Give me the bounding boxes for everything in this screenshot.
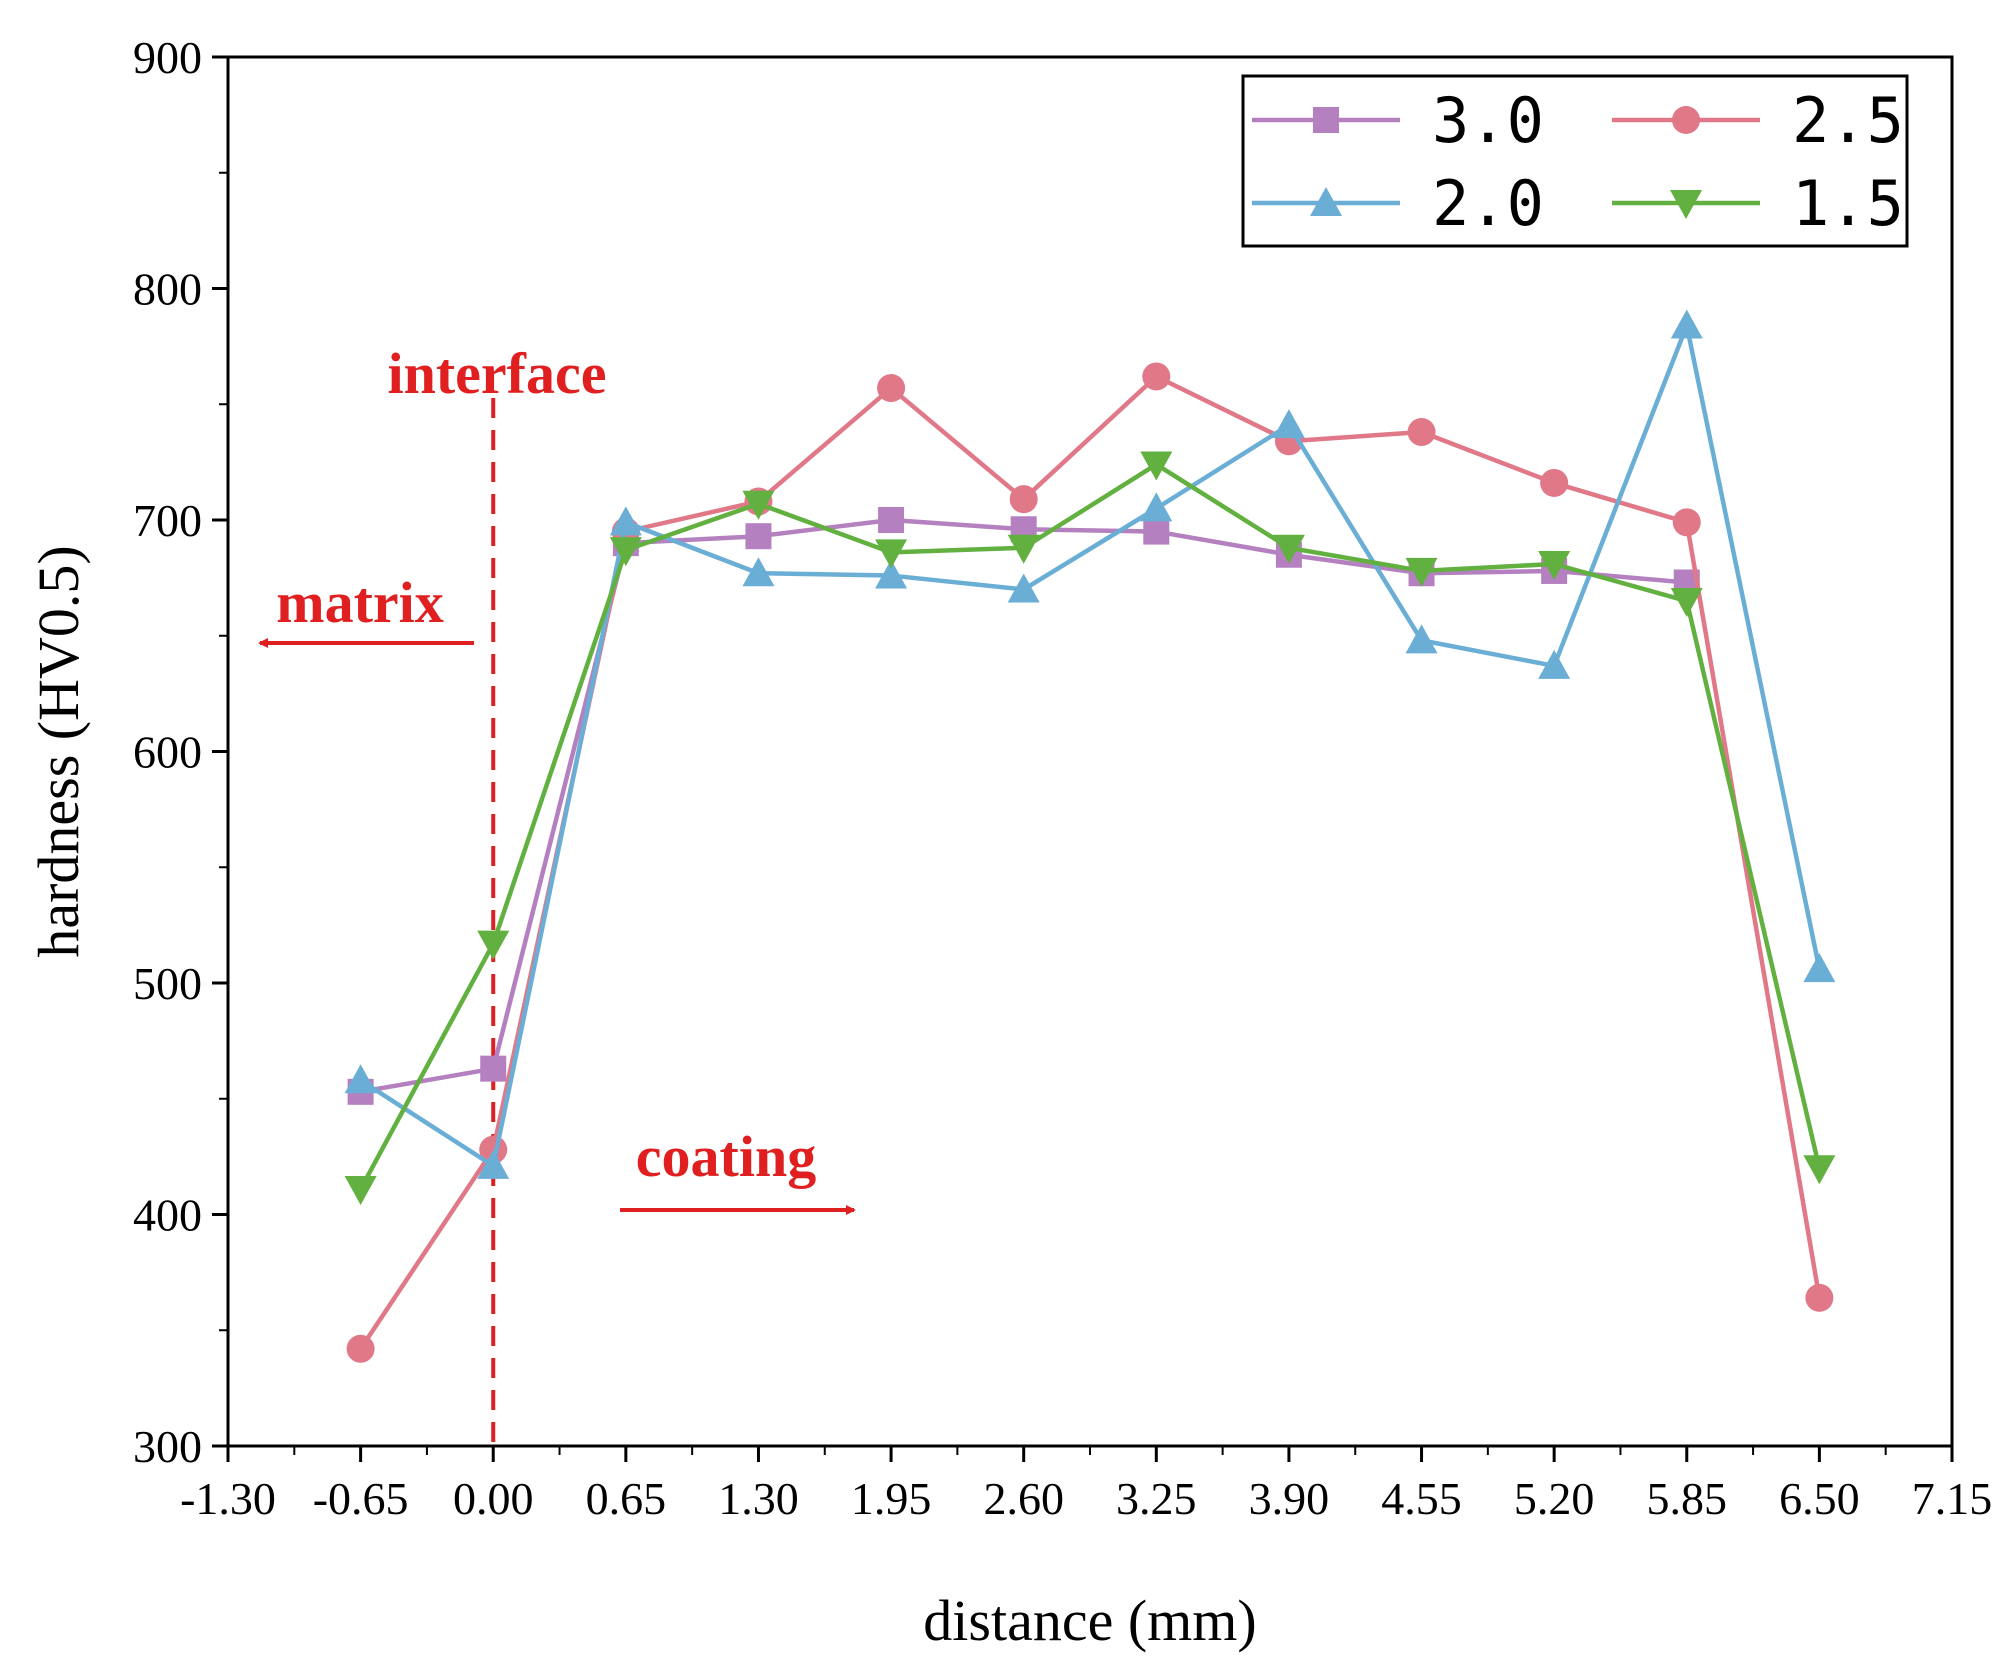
data-point [742,490,775,520]
series-line [360,517,1687,1095]
x-tick-label: 5.85 [1647,1473,1728,1524]
data-point [745,523,772,550]
data-point [344,1064,377,1094]
matrix-label: matrix [276,570,444,635]
series-line [359,323,1822,1169]
data-point [878,507,905,533]
data-point [877,374,906,403]
data-point [875,559,908,589]
data-point [1407,418,1436,447]
y-axis-title: hardness (HV0.5) [26,545,91,957]
legend-item-2.5: 2.5 [1612,84,1904,157]
data-point [1672,508,1701,537]
data-point [1670,588,1703,618]
data-point [609,506,642,536]
coating-label: coating [636,1124,816,1189]
x-tick-label: 0.00 [453,1473,534,1524]
y-tick-label: 500 [133,958,202,1009]
series-1.5 [344,451,1836,1206]
legend-label: 3.0 [1432,84,1544,157]
data-point [1143,518,1170,545]
data-point [609,537,642,567]
x-tick-label: 1.30 [718,1473,799,1524]
legend-label: 2.5 [1792,84,1904,157]
legend-marker [1313,107,1339,133]
legend-marker [1672,106,1700,134]
data-point [344,1176,377,1206]
x-tick-label: 2.60 [983,1473,1064,1524]
data-point [477,1149,510,1179]
x-tick-label: 3.25 [1116,1473,1197,1524]
data-point [1140,492,1173,522]
legend-label: 1.5 [1792,167,1904,240]
x-tick-label: -1.30 [180,1473,276,1524]
series-line [358,374,1822,1351]
legend-item-1.5: 1.5 [1612,167,1904,240]
x-tick-label: 7.15 [1912,1473,1993,1524]
x-tick-label: 1.95 [851,1473,932,1524]
y-tick-label: 800 [133,264,202,315]
data-point [1805,1283,1834,1312]
y-tick-label: 400 [133,1190,202,1241]
data-point [1803,1155,1836,1185]
data-point [1803,953,1836,983]
data-point [1405,557,1438,587]
interface-label: interface [388,341,607,406]
legend-marker [1310,187,1342,216]
legend-marker [1670,190,1702,219]
x-tick-label: 4.55 [1381,1473,1462,1524]
y-tick-label: 900 [133,32,202,83]
data-point [346,1334,375,1363]
data-point [1009,485,1038,514]
series-line [358,462,1822,1191]
data-point [1405,624,1438,654]
series-2.0 [344,309,1836,1179]
data-point [1540,468,1569,497]
x-tick-label: 6.50 [1779,1473,1860,1524]
legend-item-3.0: 3.0 [1252,84,1544,157]
data-point [480,1055,507,1082]
data-point [1538,649,1571,679]
y-tick-label: 600 [133,727,202,778]
plot-frame [226,55,1954,1448]
data-point [477,930,510,960]
data-point [742,557,775,587]
x-axis-title: distance (mm) [923,1588,1256,1653]
legend-item-2.0: 2.0 [1252,167,1544,240]
x-tick-label: 5.20 [1514,1473,1595,1524]
data-point [1670,309,1703,339]
x-tick-label: 3.90 [1249,1473,1330,1524]
data-point [875,539,908,569]
data-point [1142,362,1171,391]
series-2.5 [346,362,1834,1363]
legend-box [1241,74,1909,248]
x-tick-label: 0.65 [586,1473,667,1524]
data-point [1272,409,1305,439]
legend-label: 2.0 [1432,167,1544,240]
data-point [1140,451,1173,481]
data-point [1007,534,1040,564]
data-point [1007,573,1040,603]
data-point [1272,534,1305,564]
data-point [1538,550,1571,580]
x-tick-label: -0.65 [313,1473,409,1524]
y-tick-label: 300 [133,1421,202,1472]
y-tick-label: 700 [133,495,202,546]
